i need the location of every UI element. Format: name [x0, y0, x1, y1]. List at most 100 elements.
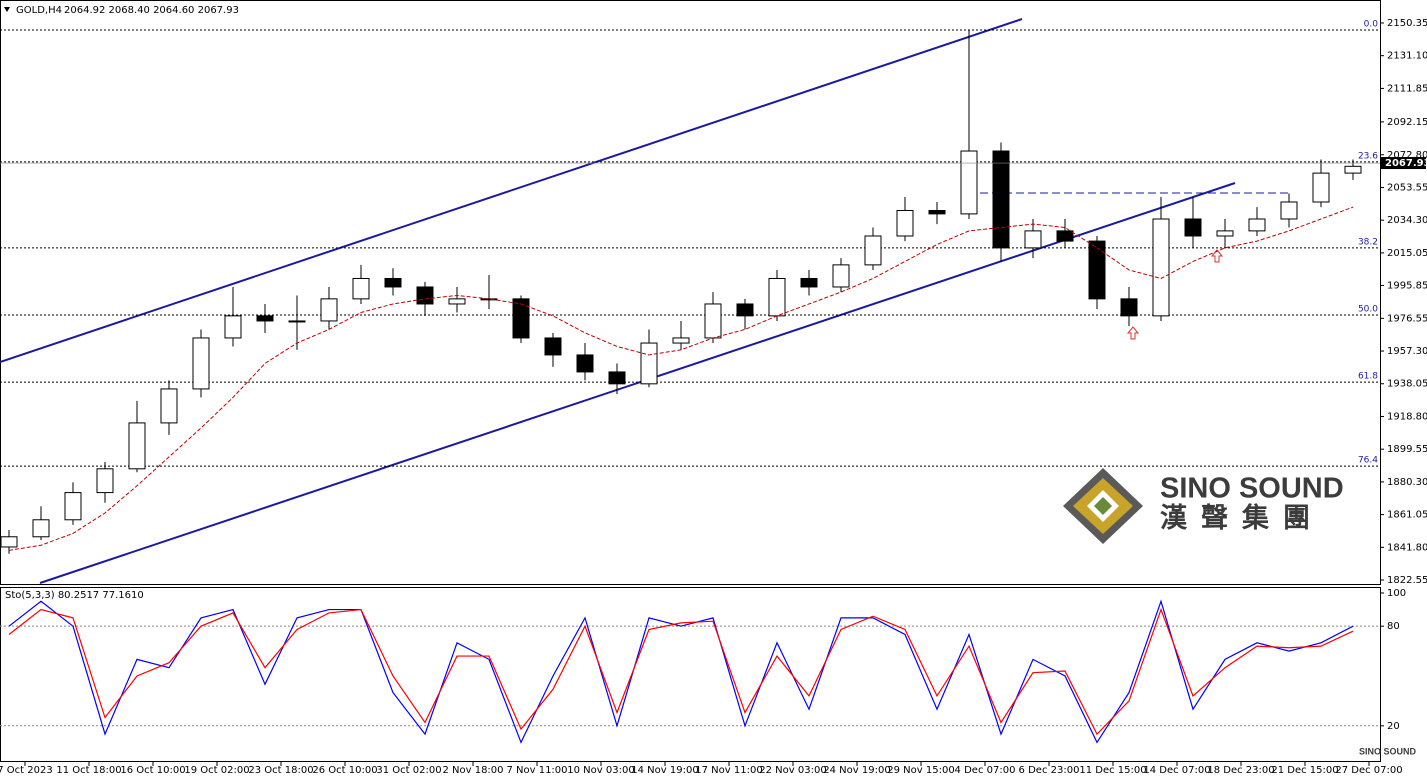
candle-body	[384, 277, 402, 288]
y-tick-label: 2092.15	[1387, 117, 1427, 128]
candle-body	[1024, 230, 1042, 249]
candle-body	[576, 354, 594, 373]
y-tick-label: 2034.30	[1387, 215, 1427, 226]
fib-label: 76.4	[1358, 456, 1378, 466]
osc-title: Sto(5,3,3) 80.2517 77.1610	[5, 590, 144, 601]
candle-body	[192, 337, 210, 390]
candle-body	[672, 337, 690, 344]
candle-body	[928, 209, 946, 215]
candle-body	[1280, 201, 1298, 220]
arrow-up	[1210, 249, 1224, 263]
y-tick-label: 2015.05	[1387, 248, 1427, 259]
price-tag	[1381, 157, 1426, 170]
channel-top	[0, 18, 1023, 363]
candle-body	[1184, 218, 1202, 237]
moving-average	[8, 206, 1354, 551]
ohlc: 2064.92 2068.40 2064.60 2067.93	[64, 5, 239, 16]
y-tick-label: 20	[1387, 721, 1400, 732]
candle-body	[1056, 230, 1074, 242]
fib-label: 0.0	[1364, 20, 1379, 30]
candle-body	[352, 277, 370, 300]
watermark-title: SINO SOUND	[1160, 473, 1344, 505]
y-tick-label: 2111.85	[1387, 83, 1427, 94]
x-tick-label: 14 Nov 19:00	[631, 765, 698, 776]
candle-body	[288, 320, 306, 323]
y-tick-label: 1938.05	[1387, 379, 1427, 390]
x-tick-label: 4 Dec 07:00	[955, 765, 1016, 776]
y-tick-label: 2072.80	[1387, 150, 1427, 161]
x-tick-label: 31 Oct 02:00	[376, 765, 441, 776]
candle-body	[832, 264, 850, 288]
y-tick-label: 1841.80	[1387, 542, 1427, 553]
candle-body	[224, 315, 242, 339]
x-tick-label: 11 Oct 18:00	[56, 765, 121, 776]
candle-body	[960, 150, 978, 215]
symbol: GOLD,H4	[16, 5, 62, 16]
candle-body	[1248, 218, 1266, 232]
y-tick-label: 2150.35	[1387, 18, 1427, 29]
x-tick-label: 7 Oct 2023	[0, 765, 53, 776]
candle-body	[448, 298, 466, 305]
x-tick-label: 10 Nov 03:00	[567, 765, 634, 776]
osc-line	[8, 599, 1354, 744]
y-tick-label: 1899.55	[1387, 444, 1427, 455]
candle-body	[0, 536, 18, 548]
y-tick-label: 1861.05	[1387, 510, 1427, 521]
candle-body	[768, 277, 786, 317]
candle-body	[416, 286, 434, 305]
x-tick-label: 18 Dec 23:00	[1207, 765, 1274, 776]
candle-body	[608, 371, 626, 385]
candle-body	[992, 150, 1010, 249]
candle-body	[512, 298, 530, 339]
candle-body	[1120, 298, 1138, 317]
osc-panel-frame	[0, 587, 1381, 762]
candle-body	[64, 492, 82, 521]
candle-body	[1344, 165, 1362, 174]
x-tick-label: 7 Nov 11:00	[506, 765, 567, 776]
fib-label: 38.2	[1358, 237, 1378, 247]
x-tick-label: 23 Oct 18:00	[248, 765, 313, 776]
candle-body	[736, 303, 754, 317]
watermark-chinese: 漢聲集團	[1160, 502, 1324, 533]
x-tick-label: 11 Dec 15:00	[1079, 765, 1146, 776]
candle-body	[128, 422, 146, 470]
y-tick-label: 1822.55	[1387, 575, 1427, 586]
candle-body	[544, 337, 562, 356]
price-tag-label: 2067.93	[1385, 158, 1427, 169]
candle-body	[480, 298, 498, 301]
fib-label: 23.6	[1358, 151, 1378, 161]
x-tick-label: 19 Oct 02:00	[184, 765, 249, 776]
y-tick-label: 1918.80	[1387, 411, 1427, 422]
logo-core	[1094, 497, 1112, 515]
y-tick-label: 1880.30	[1387, 477, 1427, 488]
arrow-up	[1126, 326, 1140, 340]
x-tick-label: 14 Dec 07:00	[1143, 765, 1210, 776]
y-tick-label: 1995.85	[1387, 281, 1427, 292]
y-tick-label: 1976.55	[1387, 313, 1427, 324]
y-tick-label: 80	[1387, 621, 1400, 632]
x-tick-label: 21 Dec 15:00	[1271, 765, 1338, 776]
y-tick-label: 2053.55	[1387, 182, 1427, 193]
x-tick-label: 24 Nov 19:00	[823, 765, 890, 776]
y-tick-label: 100	[1387, 588, 1406, 599]
candle-body	[32, 519, 50, 538]
fib-label: 50.0	[1358, 305, 1378, 315]
watermark-logo	[1063, 468, 1143, 544]
candle-body	[160, 388, 178, 424]
y-tick-label: 2131.10	[1387, 51, 1427, 62]
x-tick-label: 22 Nov 03:00	[759, 765, 826, 776]
badge: SINO SOUND	[1359, 746, 1417, 756]
channel-bottom	[39, 182, 1236, 584]
candle-body	[320, 298, 338, 322]
candle-body	[1312, 172, 1330, 203]
x-tick-label: 16 Oct 10:00	[120, 765, 185, 776]
fib-label: 61.8	[1358, 372, 1378, 382]
menu-arrow	[4, 7, 10, 12]
x-tick-label: 29 Nov 15:00	[887, 765, 954, 776]
candle-body	[800, 277, 818, 288]
candle-body	[256, 315, 274, 322]
osc-line	[8, 607, 1354, 736]
candle-body	[640, 342, 658, 385]
